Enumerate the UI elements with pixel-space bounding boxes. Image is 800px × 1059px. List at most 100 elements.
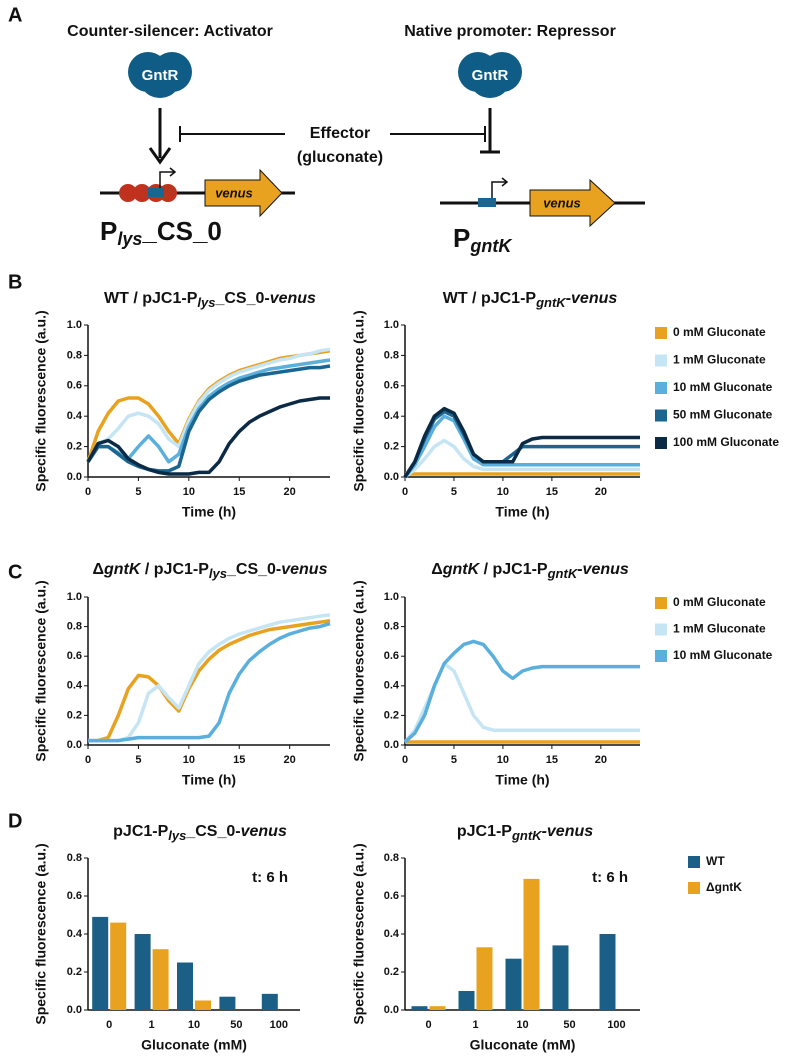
x-tick-label: 15 (233, 486, 245, 498)
panel-label: B (8, 271, 22, 293)
panel-label: C (8, 561, 22, 583)
legend-label: 1 mM Gluconate (673, 353, 766, 367)
bar (599, 934, 616, 1010)
y-tick-label: 0.0 (384, 1004, 399, 1016)
y-tick-label: 0.6 (67, 650, 82, 662)
text-part: - (577, 561, 582, 578)
text-part: _CS_0 (141, 216, 222, 246)
x-tick-label: 5 (135, 754, 141, 766)
y-tick-label: 0.8 (67, 621, 82, 633)
annotation: t: 6 h (592, 869, 628, 886)
diagram-title: Counter-silencer: Activator (67, 23, 273, 40)
y-tick-label: 0.4 (67, 410, 83, 422)
annotation: t: 6 h (252, 869, 288, 886)
x-tick-label: 0 (106, 1019, 112, 1031)
legend-label: 1 mM Gluconate (673, 622, 766, 636)
x-tick-label: 15 (233, 754, 245, 766)
x-axis-label: Gluconate (mM) (141, 1037, 247, 1053)
y-tick-label: 0.8 (67, 852, 82, 864)
y-tick-label: 0.4 (67, 680, 83, 692)
legend-label: 50 mM Gluconate (673, 408, 773, 422)
text-part: / pJC1-P (479, 561, 548, 578)
text-part: gntK (469, 236, 513, 256)
legend-label: WT (706, 854, 725, 868)
y-tick-label: 0.0 (67, 1004, 82, 1016)
series-line (86, 347, 331, 463)
x-tick-label: 10 (497, 486, 509, 498)
regulator-label: GntR (142, 67, 179, 84)
y-tick-label: 0.6 (384, 650, 399, 662)
text-part: venus (241, 823, 287, 840)
text-part: _CS_0- (214, 290, 269, 307)
promoter-name: Plys_CS_0 (100, 216, 222, 249)
bar (177, 962, 193, 1010)
x-tick-label: 5 (451, 754, 457, 766)
y-axis-label: Specific fluorescence (a.u.) (351, 310, 367, 491)
x-tick-label: 5 (451, 486, 457, 498)
x-axis-label: Gluconate (mM) (470, 1037, 576, 1053)
legend-swatch (655, 437, 667, 449)
text-part: gntK (442, 561, 481, 578)
bar (92, 916, 109, 1010)
series-line (403, 639, 640, 744)
chart-title: pJC1-PgntK-venus (457, 823, 593, 843)
x-axis-label: Time (h) (495, 504, 549, 520)
text-part: WT / pJC1-P (104, 290, 198, 307)
x-tick-label: 100 (607, 1019, 625, 1031)
y-tick-label: 0.8 (384, 852, 399, 864)
y-tick-label: 0.2 (67, 966, 82, 978)
text-part: P (453, 223, 470, 253)
x-tick-label: 20 (284, 486, 296, 498)
x-tick-label: 0 (425, 1019, 431, 1031)
text-part: Δ (93, 561, 105, 578)
bar (261, 993, 278, 1010)
text-part: gntK (511, 828, 543, 843)
text-part: _CS_0- (226, 561, 281, 578)
y-tick-label: 0.2 (67, 441, 82, 453)
bar (219, 996, 236, 1010)
series-line (86, 349, 331, 463)
y-axis-label: Specific fluorescence (a.u.) (33, 843, 49, 1024)
legend-swatch (655, 354, 667, 367)
x-tick-label: 0 (85, 486, 91, 498)
bar (476, 947, 493, 1010)
y-tick-label: 0.4 (384, 928, 400, 940)
y-tick-label: 0.0 (384, 471, 399, 483)
legend-swatch (655, 597, 667, 609)
x-tick-label: 0 (402, 754, 408, 766)
legend-label: 0 mM Gluconate (673, 325, 766, 339)
y-tick-label: 0.6 (67, 890, 82, 902)
legend-swatch (688, 856, 700, 868)
y-tick-label: 0.4 (384, 410, 400, 422)
promoter-name: PgntK (453, 223, 513, 256)
promoter-right (478, 177, 616, 228)
text-part: _CS_0- (185, 823, 240, 840)
text-part: pJC1-P (113, 823, 168, 840)
text-part: lys (209, 566, 227, 581)
legend-swatch (688, 882, 700, 894)
y-tick-label: 0.4 (67, 928, 83, 940)
chart-title: WT / pJC1-PgntK-venus (443, 290, 618, 310)
text-part: venus (583, 561, 629, 578)
text-part: lys (168, 828, 186, 843)
y-tick-label: 0.8 (67, 349, 82, 361)
x-tick-label: 20 (595, 486, 607, 498)
y-tick-label: 1.0 (384, 591, 399, 603)
text-part: WT / pJC1-P (443, 290, 537, 307)
x-tick-label: 10 (516, 1019, 528, 1031)
chart-title: ΔgntK / pJC1-PgntK-venus (431, 561, 629, 581)
y-tick-label: 0.6 (67, 380, 82, 392)
x-axis-label: Time (h) (182, 772, 236, 788)
y-tick-label: 0.2 (384, 441, 399, 453)
legend-swatch (655, 409, 667, 422)
y-tick-label: 1.0 (67, 591, 82, 603)
regulator-label: GntR (472, 67, 509, 84)
text-part: gntK (547, 566, 579, 581)
y-tick-label: 1.0 (384, 319, 399, 331)
y-tick-label: 0.2 (384, 966, 399, 978)
y-tick-label: 0.4 (384, 680, 400, 692)
text-part: P (100, 216, 117, 246)
y-tick-label: 0.0 (67, 471, 82, 483)
legend-label: 10 mM Gluconate (673, 648, 773, 662)
text-part: venus (571, 290, 617, 307)
